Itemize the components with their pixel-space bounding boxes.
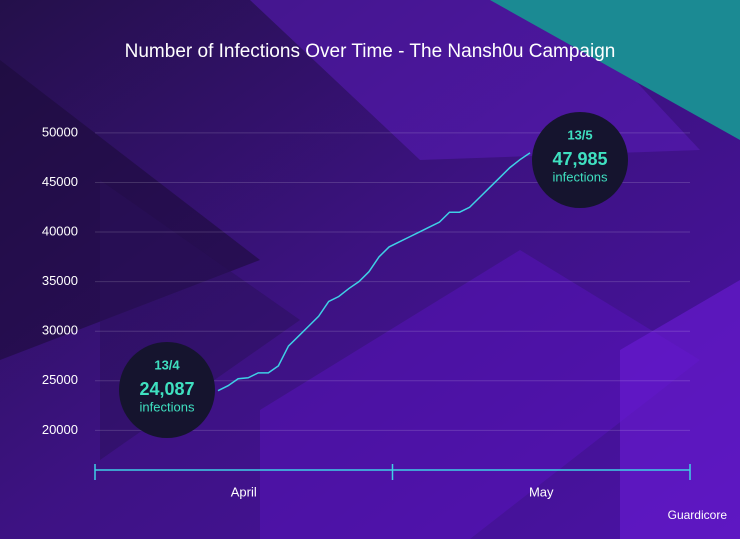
bg-shape xyxy=(620,280,740,539)
y-tick-label: 30000 xyxy=(42,323,78,338)
x-tick-label: April xyxy=(231,484,257,499)
y-tick-label: 25000 xyxy=(42,372,78,387)
annotation-bubble xyxy=(119,342,215,438)
annotation-date: 13/5 xyxy=(567,127,592,142)
bg-shape xyxy=(260,250,700,539)
bg-shape xyxy=(490,0,740,140)
x-tick-label: May xyxy=(529,484,554,499)
brand: Guardicore xyxy=(668,508,728,522)
y-tick-label: 20000 xyxy=(42,422,78,437)
y-tick-label: 35000 xyxy=(42,273,78,288)
chart-title: Number of Infections Over Time - The Nan… xyxy=(125,41,616,62)
line xyxy=(217,152,531,392)
annotation-value: 24,087 xyxy=(139,379,194,399)
annotation-bubble xyxy=(532,112,628,208)
y-tick-label: 40000 xyxy=(42,223,78,238)
annotation-text: infections xyxy=(553,169,608,184)
y-tick-label: 45000 xyxy=(42,174,78,189)
y-tick-label: 50000 xyxy=(42,124,78,139)
annotation-text: infections xyxy=(140,399,195,414)
annotation-value: 47,985 xyxy=(552,149,607,169)
annotation-date: 13/4 xyxy=(154,357,180,372)
